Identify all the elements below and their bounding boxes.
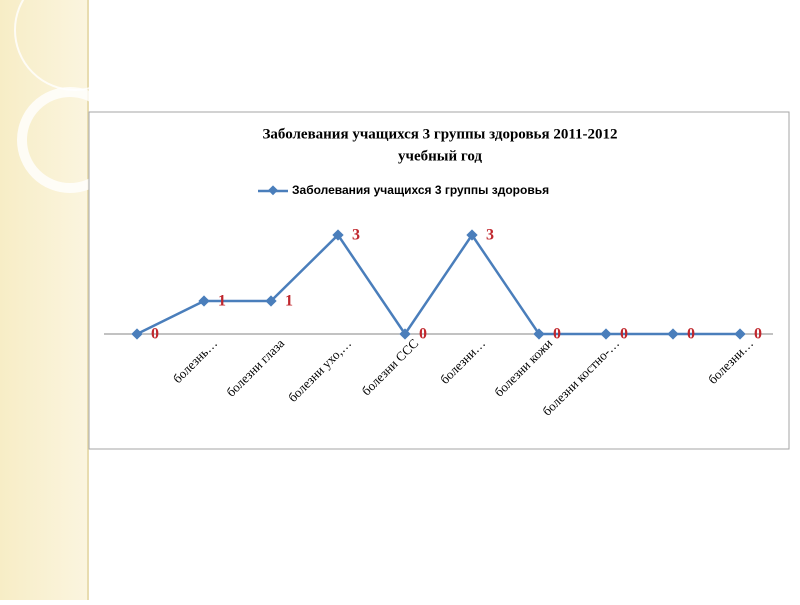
value-label: 3 (352, 227, 360, 244)
marker (600, 328, 612, 340)
marker (667, 328, 679, 340)
legend-marker (268, 185, 278, 196)
value-label: 0 (151, 326, 159, 343)
marker (533, 328, 545, 340)
series-line (136, 232, 740, 337)
value-label: 3 (486, 227, 494, 244)
marker (198, 295, 210, 307)
value-label: 0 (419, 326, 427, 343)
chart-title: учебный год (398, 148, 482, 164)
marker (265, 295, 277, 307)
marker (332, 229, 344, 241)
decor-circle (14, 0, 136, 91)
marker (399, 328, 411, 340)
legend-label: Заболевания учащихся 3 группы здоровья (292, 183, 549, 197)
chart-title: Заболевания учащихся 3 группы здоровья 2… (262, 126, 617, 142)
value-label: 1 (285, 293, 293, 310)
marker (734, 328, 746, 340)
marker (466, 229, 478, 241)
value-label: 0 (687, 326, 695, 343)
value-label: 1 (218, 293, 226, 310)
value-label: 0 (620, 326, 628, 343)
value-label: 0 (553, 326, 561, 343)
marker (131, 328, 143, 340)
value-label: 0 (754, 326, 762, 343)
chart-frame (88, 111, 790, 450)
